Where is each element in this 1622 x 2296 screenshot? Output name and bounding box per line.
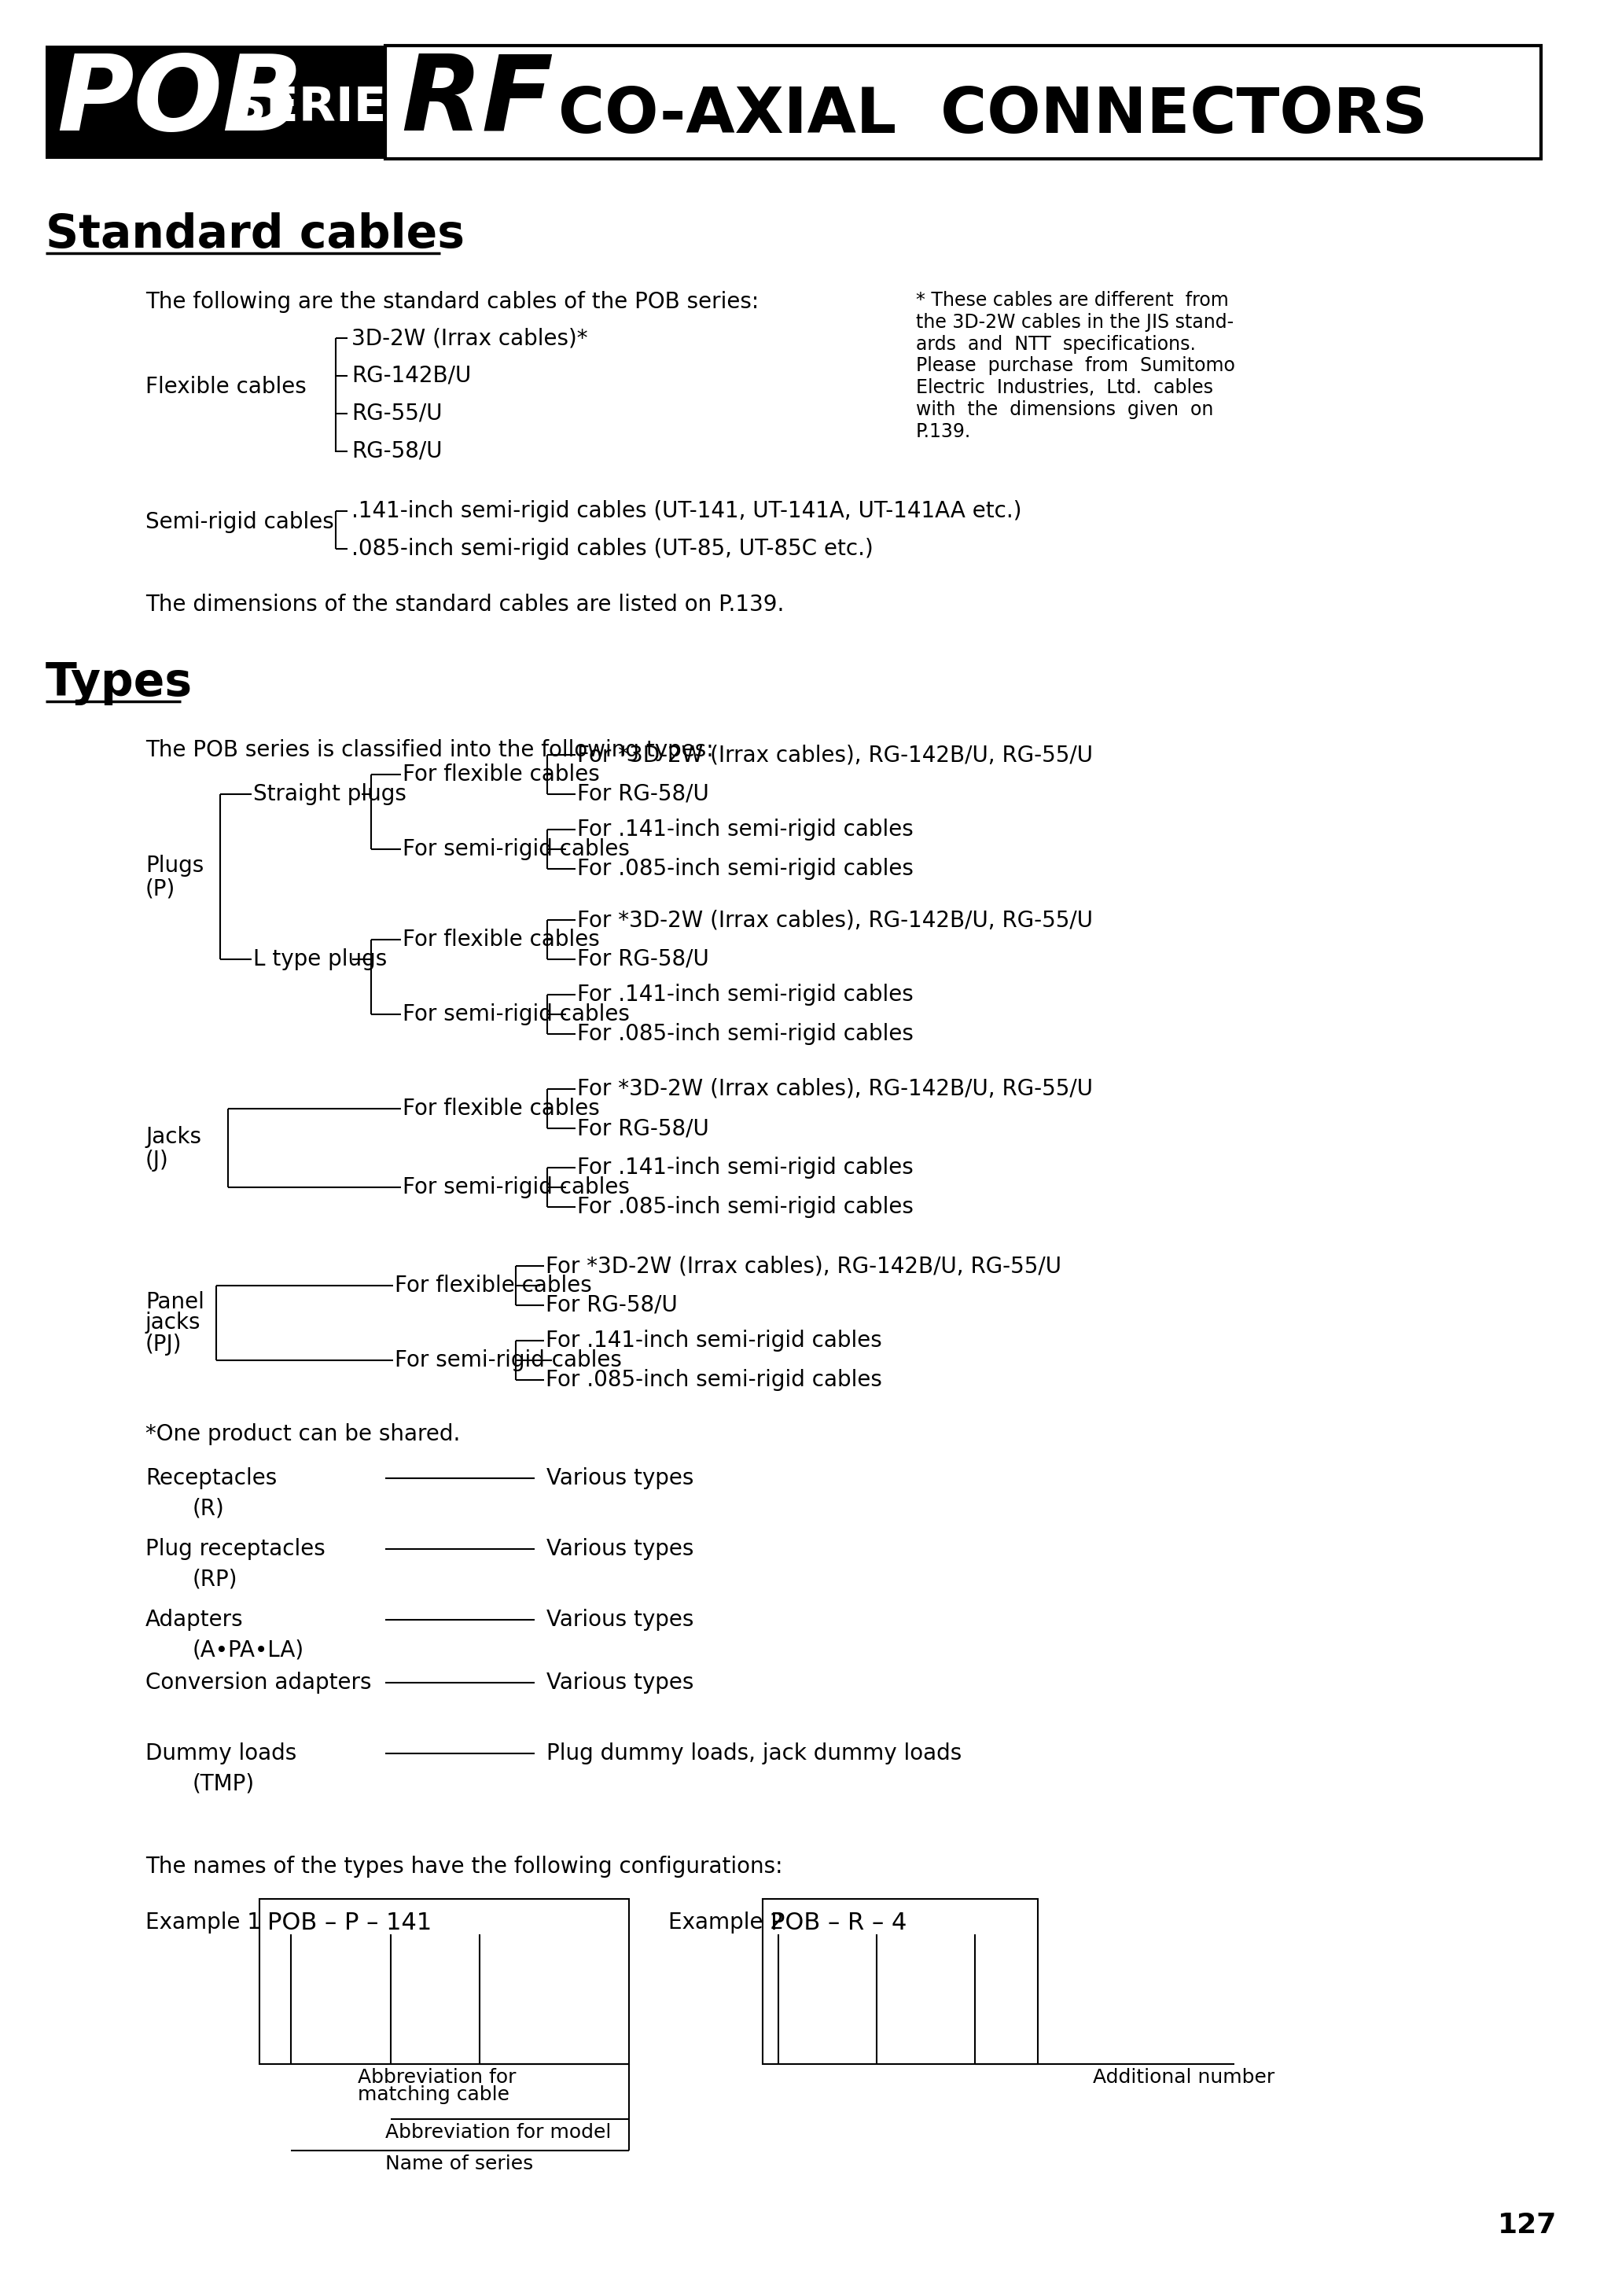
Text: The following are the standard cables of the POB series:: The following are the standard cables of… xyxy=(146,292,759,312)
Text: Adapters: Adapters xyxy=(146,1609,243,1630)
Text: Flexible cables: Flexible cables xyxy=(146,377,307,397)
Text: (P): (P) xyxy=(146,879,175,900)
Text: Example 2: Example 2 xyxy=(668,1913,783,1933)
Text: Semi-rigid cables: Semi-rigid cables xyxy=(146,512,334,533)
Text: * These cables are different  from
the 3D-2W cables in the JIS stand-
ards  and : * These cables are different from the 3D… xyxy=(916,292,1234,441)
Text: Example 1: Example 1 xyxy=(146,1913,261,1933)
Text: POB – P – 141: POB – P – 141 xyxy=(268,1910,431,1933)
Text: Abbreviation for: Abbreviation for xyxy=(358,2069,516,2087)
Text: The dimensions of the standard cables are listed on P.139.: The dimensions of the standard cables ar… xyxy=(146,595,783,615)
Text: For *3D-2W (Irrax cables), RG-142B/U, RG-55/U: For *3D-2W (Irrax cables), RG-142B/U, RG… xyxy=(577,744,1093,767)
Text: For RG-58/U: For RG-58/U xyxy=(577,948,709,971)
Text: For flexible cables: For flexible cables xyxy=(402,765,600,785)
Text: L type plugs: L type plugs xyxy=(253,948,388,971)
Text: Various types: Various types xyxy=(547,1467,694,1490)
Text: For flexible cables: For flexible cables xyxy=(394,1274,592,1297)
Text: RF: RF xyxy=(401,51,553,152)
Text: RG-55/U: RG-55/U xyxy=(352,402,443,425)
Text: For semi-rigid cables: For semi-rigid cables xyxy=(402,1003,629,1026)
Text: .141-inch semi-rigid cables (UT-141, UT-141A, UT-141AA etc.): .141-inch semi-rigid cables (UT-141, UT-… xyxy=(352,501,1022,521)
Text: For RG-58/U: For RG-58/U xyxy=(545,1295,678,1316)
Text: Jacks: Jacks xyxy=(146,1125,201,1148)
Bar xyxy=(45,46,386,158)
Text: For .141-inch semi-rigid cables: For .141-inch semi-rigid cables xyxy=(545,1329,882,1352)
Text: Conversion adapters: Conversion adapters xyxy=(146,1671,371,1694)
Text: Name of series: Name of series xyxy=(386,2154,534,2174)
Text: (RP): (RP) xyxy=(193,1568,238,1589)
Text: For *3D-2W (Irrax cables), RG-142B/U, RG-55/U: For *3D-2W (Irrax cables), RG-142B/U, RG… xyxy=(577,1079,1093,1100)
Text: For semi-rigid cables: For semi-rigid cables xyxy=(394,1350,621,1371)
Text: jacks: jacks xyxy=(146,1311,201,1334)
Text: matching cable: matching cable xyxy=(358,2085,509,2103)
Text: For *3D-2W (Irrax cables), RG-142B/U, RG-55/U: For *3D-2W (Irrax cables), RG-142B/U, RG… xyxy=(577,909,1093,930)
Text: Various types: Various types xyxy=(547,1671,694,1694)
Text: (TMP): (TMP) xyxy=(193,1773,255,1795)
Text: Types: Types xyxy=(45,661,193,705)
Text: For .085-inch semi-rigid cables: For .085-inch semi-rigid cables xyxy=(577,1024,913,1045)
Text: (R): (R) xyxy=(193,1497,225,1520)
Text: SERIES: SERIES xyxy=(232,85,422,131)
Text: .085-inch semi-rigid cables (UT-85, UT-85C etc.): .085-inch semi-rigid cables (UT-85, UT-8… xyxy=(352,537,873,560)
Text: Plug receptacles: Plug receptacles xyxy=(146,1538,326,1559)
Text: Straight plugs: Straight plugs xyxy=(253,783,407,806)
Text: RG-142B/U: RG-142B/U xyxy=(352,365,470,386)
Text: For flexible cables: For flexible cables xyxy=(402,1097,600,1120)
Text: For .141-inch semi-rigid cables: For .141-inch semi-rigid cables xyxy=(577,1157,913,1178)
Text: Standard cables: Standard cables xyxy=(45,211,464,257)
Text: Plugs: Plugs xyxy=(146,854,204,877)
Text: POB – R – 4: POB – R – 4 xyxy=(770,1910,907,1933)
Text: Additional number: Additional number xyxy=(1093,2069,1275,2087)
Text: Receptacles: Receptacles xyxy=(146,1467,277,1490)
Text: (J): (J) xyxy=(146,1150,169,1171)
Text: For semi-rigid cables: For semi-rigid cables xyxy=(402,838,629,861)
Text: The POB series is classified into the following types:: The POB series is classified into the fo… xyxy=(146,739,714,762)
Bar xyxy=(260,1899,629,2064)
Text: For .141-inch semi-rigid cables: For .141-inch semi-rigid cables xyxy=(577,820,913,840)
Bar xyxy=(386,46,1541,158)
Text: 3D-2W (Irrax cables)*: 3D-2W (Irrax cables)* xyxy=(352,326,587,349)
Text: For flexible cables: For flexible cables xyxy=(402,928,600,951)
Text: (A•PA•LA): (A•PA•LA) xyxy=(193,1639,305,1660)
Text: For .085-inch semi-rigid cables: For .085-inch semi-rigid cables xyxy=(577,859,913,879)
Text: For semi-rigid cables: For semi-rigid cables xyxy=(402,1176,629,1199)
Bar xyxy=(762,1899,1038,2064)
Text: For RG-58/U: For RG-58/U xyxy=(577,1118,709,1139)
Text: (PJ): (PJ) xyxy=(146,1334,182,1355)
Text: For *3D-2W (Irrax cables), RG-142B/U, RG-55/U: For *3D-2W (Irrax cables), RG-142B/U, RG… xyxy=(545,1256,1061,1277)
Text: 127: 127 xyxy=(1497,2211,1557,2239)
Text: For .141-inch semi-rigid cables: For .141-inch semi-rigid cables xyxy=(577,983,913,1006)
Text: Panel: Panel xyxy=(146,1290,204,1313)
Text: Various types: Various types xyxy=(547,1538,694,1559)
Text: Abbreviation for model: Abbreviation for model xyxy=(386,2124,611,2142)
Text: For .085-inch semi-rigid cables: For .085-inch semi-rigid cables xyxy=(545,1368,882,1391)
Text: Dummy loads: Dummy loads xyxy=(146,1743,297,1763)
Text: Various types: Various types xyxy=(547,1609,694,1630)
Text: The names of the types have the following configurations:: The names of the types have the followin… xyxy=(146,1855,783,1878)
Text: *One product can be shared.: *One product can be shared. xyxy=(146,1424,461,1444)
Text: Plug dummy loads, jack dummy loads: Plug dummy loads, jack dummy loads xyxy=(547,1743,962,1763)
Text: CO-AXIAL  CONNECTORS: CO-AXIAL CONNECTORS xyxy=(558,85,1427,147)
Text: For RG-58/U: For RG-58/U xyxy=(577,783,709,806)
Text: RG-58/U: RG-58/U xyxy=(352,441,443,461)
Text: POB: POB xyxy=(57,51,303,152)
Text: For .085-inch semi-rigid cables: For .085-inch semi-rigid cables xyxy=(577,1196,913,1217)
